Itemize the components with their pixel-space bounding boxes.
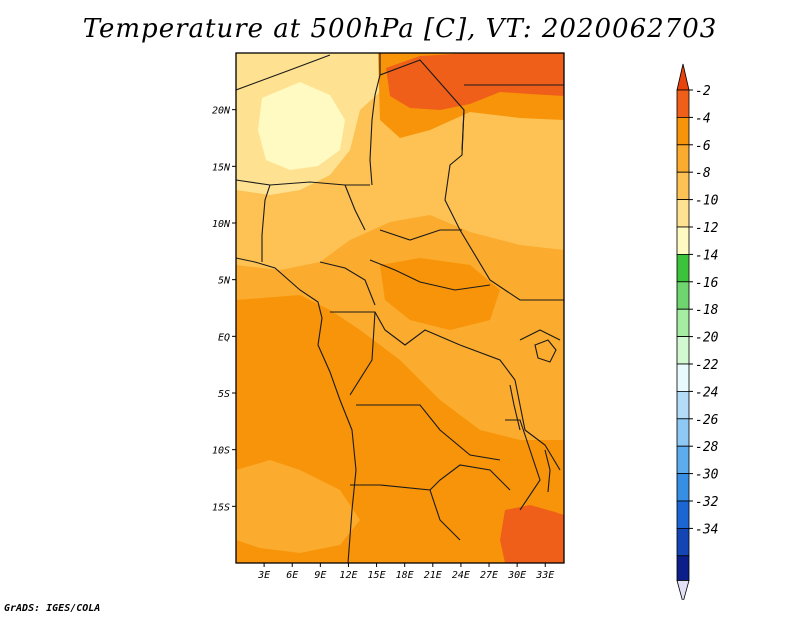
x-tick-label-7: 24E — [452, 570, 470, 581]
field-region-ne-max — [386, 53, 564, 110]
border-north-2 — [369, 53, 381, 186]
colorbar-swatch-2 — [676, 144, 690, 173]
colorbar-label-14: -30 — [695, 468, 719, 483]
border-south-1 — [356, 404, 501, 461]
y-tick-label-0: 20N — [212, 106, 231, 117]
border-sahel-2 — [261, 184, 271, 262]
y-tick-label-1: 15N — [212, 162, 231, 173]
colorbar-label-4: -10 — [695, 194, 719, 209]
y-tick-label-4: EQ — [218, 332, 230, 343]
border-east-3 — [519, 329, 561, 341]
border-south-3 — [429, 464, 511, 491]
y-axis: 20N 15N 10N 5N EQ 5S 10S 15S — [212, 106, 236, 513]
x-tick-label-4: 15E — [368, 570, 386, 581]
x-tick-label-6: 21E — [424, 570, 442, 581]
colorbar-swatch-4 — [676, 199, 690, 228]
x-tick-label-5: 18E — [396, 570, 414, 581]
grads-credit: GrADS: IGES/COLA — [4, 603, 101, 614]
x-tick-label-3: 12E — [339, 570, 357, 581]
colorbar-label-5: -12 — [695, 221, 719, 236]
colorbar-bottom-swatch — [676, 555, 690, 581]
colorbar-swatch-12 — [676, 418, 690, 447]
border-north-1 — [236, 54, 331, 91]
field-region-south-band — [236, 460, 360, 553]
border-central-3 — [319, 261, 376, 306]
colorbar-swatch-1 — [676, 117, 690, 146]
y-tick-label-7: 15S — [212, 502, 230, 513]
lake-tanganyika — [509, 384, 521, 431]
lake-victoria — [534, 339, 557, 363]
border-sahel-3 — [344, 184, 366, 231]
temperature-field — [236, 53, 564, 563]
colorbar-label-11: -24 — [695, 385, 718, 400]
field-region-se-max — [500, 505, 564, 563]
border-central-1 — [379, 229, 462, 241]
colorbar-label-12: -26 — [695, 413, 719, 428]
colorbar-label-8: -18 — [695, 303, 719, 318]
chart-svg: 3E 6E 9E 12E 15E 18E 21E 24E 27E 30E 33E 20N 15N 10N… — [212, 52, 719, 600]
y-tick-label-2: 10N — [212, 219, 231, 230]
chart-title: Temperature at 500hPa [C], VT: 202006270… — [82, 14, 718, 44]
x-tick-label-10: 33E — [535, 570, 554, 581]
border-central-2 — [369, 259, 491, 291]
y-tick-label-5: 5S — [218, 389, 230, 400]
colorbar-top-arrow — [676, 63, 690, 91]
colorbar-swatch-6 — [676, 253, 690, 283]
colorbar-label-10: -22 — [695, 358, 719, 373]
y-tick-label-3: 5N — [218, 276, 231, 287]
field-region-east-patch — [380, 258, 500, 330]
x-tick-label-1: 6E — [286, 570, 298, 581]
colorbar-swatch-11 — [676, 390, 690, 420]
colorbar-label-3: -8 — [695, 166, 711, 181]
border-east-2 — [514, 379, 561, 471]
colorbar-swatch-7 — [676, 281, 690, 310]
colorbar-swatch-8 — [676, 308, 690, 338]
border-north-4 — [444, 109, 564, 301]
field-region-sahara-min — [258, 82, 345, 170]
colorbar-bottom-arrow — [676, 580, 690, 600]
colorbar-label-2: -6 — [695, 139, 711, 154]
colorbar-swatch-13 — [676, 445, 690, 475]
x-tick-label-8: 27E — [480, 570, 498, 581]
colorbar-swatch-9 — [676, 336, 690, 365]
colorbar-swatch-15 — [676, 500, 690, 529]
y-tick-label-6: 10S — [212, 446, 230, 457]
border-congo-2 — [349, 311, 376, 396]
colorbar-label-1: -4 — [695, 111, 711, 126]
colorbar-swatch-16 — [676, 528, 690, 557]
colorbar-swatch-14 — [676, 473, 690, 502]
colorbar-label-0: -2 — [695, 84, 711, 99]
colorbar-label-9: -20 — [695, 331, 719, 346]
country-borders — [236, 53, 564, 563]
colorbar-label-13: -28 — [695, 440, 719, 455]
colorbar-label-6: -14 — [695, 248, 718, 263]
colorbar: -2 -4 -6 -8 -10 -12 -14 -16 -18 -20 -22 -24 -26 -28 -3… — [676, 63, 719, 600]
x-tick-label-9: 30E — [507, 570, 526, 581]
coastline-west — [236, 257, 357, 563]
lake-malawi — [544, 449, 551, 493]
colorbar-swatch-10 — [676, 363, 690, 392]
border-sahel-1 — [236, 179, 370, 186]
x-tick-label-2: 9E — [314, 570, 326, 581]
map-frame — [235, 52, 565, 564]
x-axis: 3E 6E 9E 12E 15E 18E 21E 24E 27E 30E 33E — [257, 563, 554, 581]
x-tick-label-0: 3E — [257, 570, 270, 581]
border-congo-1 — [330, 311, 516, 381]
colorbar-swatch-0 — [676, 89, 690, 118]
colorbar-label-16: -34 — [695, 522, 718, 537]
colorbar-swatch-5 — [676, 226, 690, 255]
colorbar-swatch-3 — [676, 171, 690, 200]
border-east-4 — [505, 419, 541, 511]
colorbar-label-15: -32 — [695, 495, 719, 510]
colorbar-label-7: -16 — [695, 276, 719, 291]
